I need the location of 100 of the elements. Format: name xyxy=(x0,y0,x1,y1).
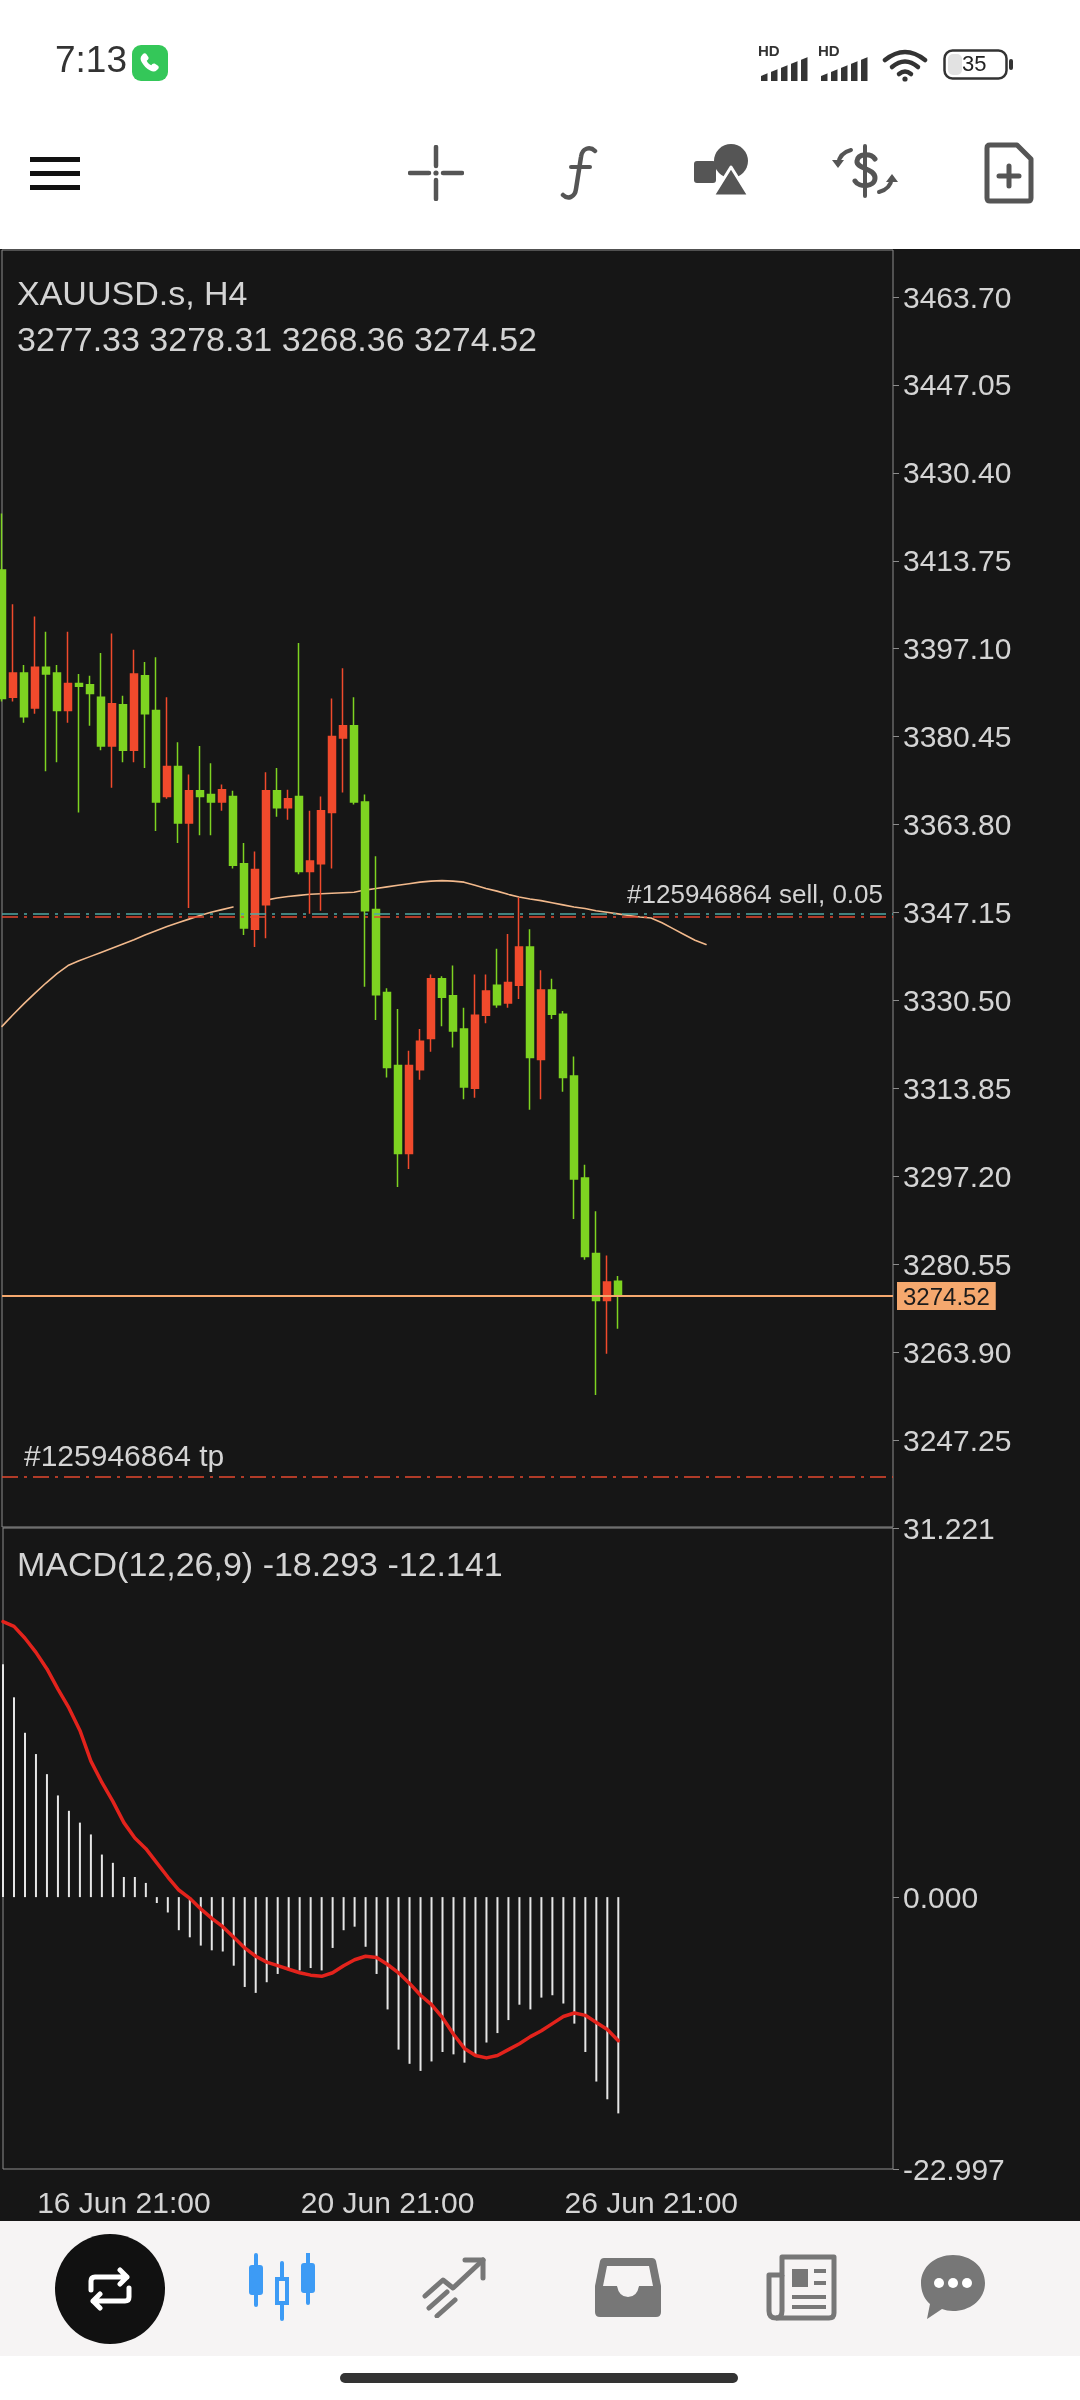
candlestick xyxy=(393,1008,403,1188)
candlestick xyxy=(107,632,117,789)
bar xyxy=(243,1897,246,1987)
bar xyxy=(331,1897,334,1948)
bar xyxy=(133,1877,136,1898)
bar xyxy=(452,1897,455,2055)
text: MACD(12,26,9) -18.293 -12.141 xyxy=(17,1545,503,1583)
bar xyxy=(474,1897,477,2055)
y-tick-label: 3447.05 xyxy=(903,368,1012,402)
bar xyxy=(551,1897,554,1996)
candlestick xyxy=(382,987,392,1079)
candlestick xyxy=(327,697,337,870)
bar xyxy=(617,1897,620,2114)
bar xyxy=(100,1854,103,1898)
bar xyxy=(573,1897,576,2024)
candlestick xyxy=(536,969,546,1100)
y-tick-label: -22.997 xyxy=(903,2152,1005,2186)
bar xyxy=(67,1810,70,1898)
candlestick xyxy=(492,947,502,1009)
candlestick xyxy=(316,795,326,912)
bar xyxy=(386,1897,389,2010)
bar xyxy=(364,1897,367,1947)
candlestick xyxy=(371,855,381,1021)
bar xyxy=(320,1897,323,1971)
bar xyxy=(276,1897,279,1974)
bar xyxy=(496,1897,499,2034)
ref-line-label: #125946864 sell, 0.05 xyxy=(627,879,883,910)
bar xyxy=(375,1897,378,1974)
candlestick xyxy=(118,694,128,764)
bar xyxy=(188,1897,191,1938)
y-tick-label: 3247.25 xyxy=(903,1423,1012,1457)
candlestick xyxy=(19,664,29,724)
candlestick xyxy=(63,631,73,724)
bar xyxy=(265,1897,268,1983)
candlestick xyxy=(52,664,62,764)
text: HD xyxy=(818,42,840,59)
x-tick-label: 16 Jun 21:00 xyxy=(37,2185,211,2219)
candlestick xyxy=(162,696,172,800)
candlestick xyxy=(470,973,480,1099)
bar xyxy=(221,1897,224,1952)
x-tick-label: 20 Jun 21:00 xyxy=(300,2185,475,2219)
bar xyxy=(144,1882,147,1898)
bar xyxy=(45,1774,48,1898)
bar xyxy=(529,1897,532,2010)
bar xyxy=(485,1897,488,2043)
candlestick xyxy=(272,767,282,818)
bar xyxy=(210,1897,213,1951)
candlestick xyxy=(602,1254,612,1355)
bar xyxy=(56,1795,59,1898)
bar xyxy=(177,1897,180,1931)
y-tick-label: 3380.45 xyxy=(903,720,1012,754)
candlestick xyxy=(283,788,293,821)
bar xyxy=(408,1897,411,2064)
bar xyxy=(254,1897,257,1993)
x-tick-label: 26 Jun 21:00 xyxy=(564,2185,739,2219)
bar xyxy=(342,1897,345,1931)
candlestick xyxy=(437,975,447,1028)
bar xyxy=(34,1754,37,1898)
candlestick xyxy=(525,928,535,1111)
bar xyxy=(232,1897,235,1966)
text: XAUUSD.s, H4 xyxy=(17,274,248,312)
candlestick xyxy=(349,696,359,806)
bar xyxy=(155,1897,158,1904)
candlestick xyxy=(503,933,513,1009)
text: HD xyxy=(758,42,780,59)
candlestick xyxy=(129,649,139,764)
y-tick-label: 3430.40 xyxy=(903,456,1012,490)
candlestick xyxy=(613,1275,623,1330)
candlestick xyxy=(228,790,238,870)
candlestick xyxy=(85,674,95,727)
y-tick-label: 3297.20 xyxy=(903,1159,1012,1193)
bar xyxy=(12,1697,15,1898)
text: 35 xyxy=(962,51,987,76)
candlestick xyxy=(140,661,150,769)
candlestick xyxy=(206,762,216,836)
bar xyxy=(595,1897,598,2082)
candlestick xyxy=(151,656,161,832)
candlestick xyxy=(580,1163,590,1261)
candlestick xyxy=(217,783,227,812)
candlestick xyxy=(30,615,40,715)
candlestick xyxy=(294,642,304,875)
bar xyxy=(397,1897,400,2050)
candlestick xyxy=(569,1055,579,1220)
bar xyxy=(89,1834,92,1898)
y-tick-label: 3463.70 xyxy=(903,280,1012,314)
ref-line-label: #125946864 tp xyxy=(24,1438,225,1472)
y-tick-label: 3397.10 xyxy=(903,632,1012,666)
candlestick xyxy=(74,673,84,814)
candlestick xyxy=(426,973,436,1053)
candlestick xyxy=(96,652,106,751)
candlestick xyxy=(547,978,557,1020)
y-tick-label: 3280.55 xyxy=(903,1247,1012,1281)
bar xyxy=(606,1897,609,2100)
candlestick xyxy=(41,631,51,773)
bar xyxy=(166,1897,169,1913)
candlestick xyxy=(8,603,18,703)
candlestick xyxy=(448,964,458,1049)
bar xyxy=(2,1664,4,1898)
bar xyxy=(353,1897,356,1927)
bar xyxy=(430,1897,433,2062)
